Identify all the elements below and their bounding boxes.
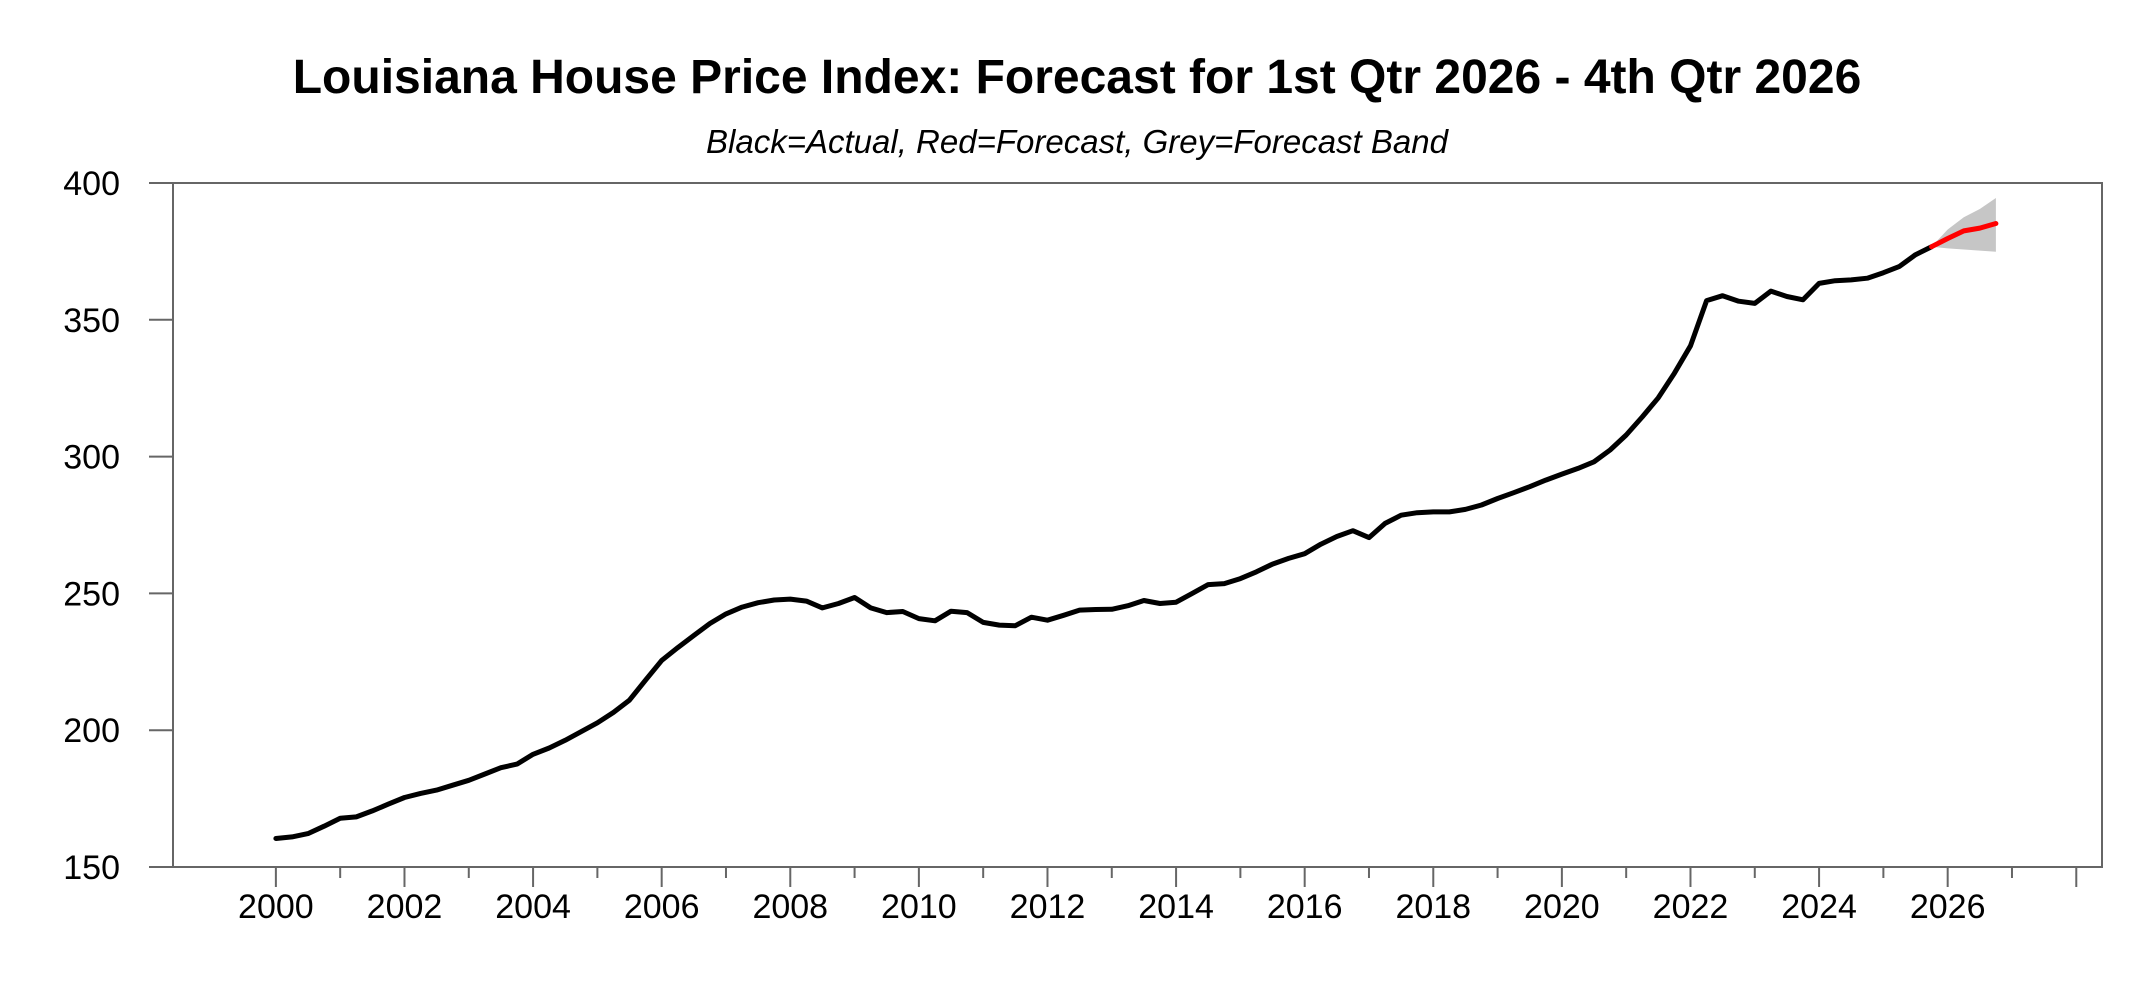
x-axis-tick-label: 2018 [1395, 888, 1471, 926]
y-axis-tick-label: 300 [63, 439, 120, 477]
x-axis-tick-label: 2022 [1653, 888, 1729, 926]
y-axis-tick-label: 150 [63, 849, 120, 887]
x-axis-tick-label: 2016 [1267, 888, 1343, 926]
axes-frame-layer [172, 182, 2103, 868]
x-axis-tick-label: 2014 [1138, 888, 1214, 926]
y-axis-tick-label: 200 [63, 712, 120, 750]
data-line-layer [273, 221, 1999, 841]
chart-subtitle: Black=Actual, Red=Forecast, Grey=Forecas… [706, 123, 1450, 160]
y-axis-tick-label: 250 [63, 575, 120, 613]
x-axis-tick-label: 2026 [1910, 888, 1986, 926]
chart-title: Louisiana House Price Index: Forecast fo… [293, 51, 1862, 104]
x-axis-tick-label: 2008 [752, 888, 828, 926]
y-axis-tick-label: 400 [63, 165, 120, 203]
x-axis-tick-label: 2024 [1781, 888, 1857, 926]
x-axis-tick-label: 2000 [238, 888, 314, 926]
x-axis-tick-label: 2004 [495, 888, 571, 926]
x-axis-tick-label: 2002 [367, 888, 443, 926]
x-axis-tick-label: 2012 [1010, 888, 1086, 926]
plot-frame [172, 182, 2103, 868]
x-axis-tick-label: 2006 [624, 888, 700, 926]
forecast-line [1929, 221, 1999, 250]
x-axis-tick-label: 2020 [1524, 888, 1600, 926]
x-axis-tick-label: 2010 [881, 888, 957, 926]
axis-tick-layer [149, 182, 2078, 887]
y-axis-tick-label: 350 [63, 302, 120, 340]
actual-line [273, 244, 1935, 841]
axis-label-layer: 150 200 250 300 350 400 2000 2002 2004 2006 2008 20… [63, 165, 1985, 926]
